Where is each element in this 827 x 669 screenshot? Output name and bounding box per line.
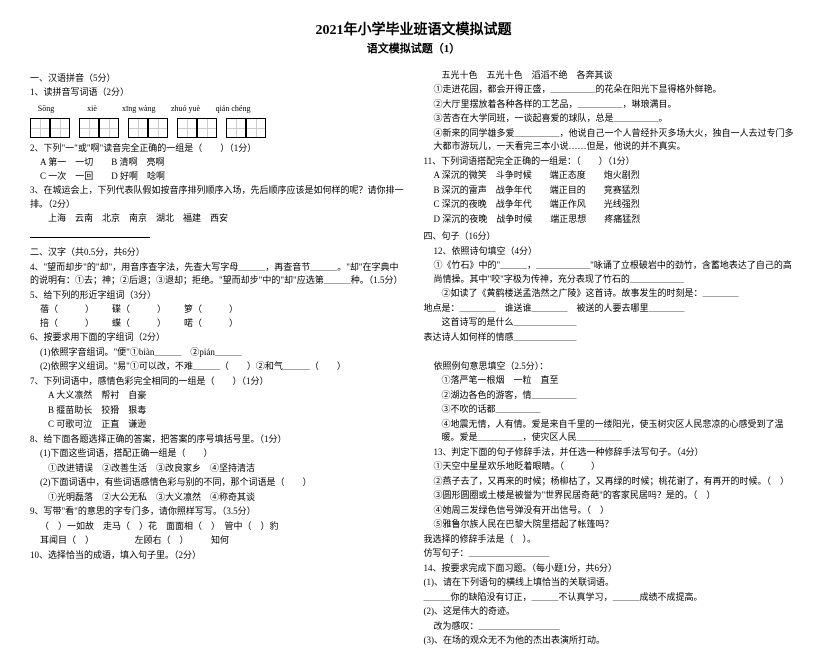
q5b1: 掊（ ）: [40, 317, 94, 331]
q13-5-2: ②燕子去了，又再来的时候；杨柳枯了，又再绿的时候；桃花谢了，有再开的时候。（ ）: [424, 475, 798, 489]
q2a: A 第一 一切: [40, 156, 93, 170]
q5: 5、给下列的形近字组词（3分）: [30, 289, 404, 303]
q11: 11、下列词语搭配完全正确的一组是：（ ）（1分）: [424, 155, 798, 169]
r-l2: ①走进花园，都会开得正盛，＿＿＿＿＿的花朵在阳光下显得格外鲜艳。: [424, 83, 798, 97]
q11b: B 深沉的雷声 战争年代 端正目的 竞赛猛烈: [424, 184, 798, 198]
q2c: C 一次 一回: [40, 170, 93, 184]
q3-blank: [30, 227, 150, 238]
q14: 14、按要求完成下面习题。（每小题1分，共6分）: [424, 562, 798, 576]
section-1-head: 一、汉语拼音（5分）: [30, 72, 404, 86]
q14-1a: ＿＿＿你的缺陷没有订正，＿＿＿不认真学习，＿＿＿成绩不成提高。: [424, 591, 798, 605]
q3-list: 上海 云南 北京 南京 湖北 福建 西安: [30, 212, 404, 226]
q1: 1、读拼音写词语（2分）: [30, 86, 404, 100]
q13-write: 仿写句子：＿＿＿＿＿＿＿＿＿: [424, 547, 798, 561]
q5b3: 喏（ ）: [184, 317, 238, 331]
q7c: C 可歌可泣 正直 谦逊: [30, 418, 404, 432]
q5-row1: 蓓（ ） 碟（ ） 箩（ ）: [30, 303, 404, 317]
q2: 2、下列"一"或"啊"读音完全正确的一组是（ ）（1分）: [30, 142, 404, 156]
q5a2: 碟（ ）: [112, 303, 166, 317]
box-group-5: [226, 118, 265, 138]
q13-5-4: ④她周三发绿色信号弹没有开出信号。（ ）: [424, 504, 798, 518]
r-l5: ④新来的同学雄多爱＿＿＿＿＿，他说自己一个人曾经扑灭多场大火，独自一人去过专门多…: [424, 127, 798, 154]
q12-1: ①《竹石》中的"＿＿＿，＿＿＿＿＿＿"咏诵了立根破岩中的劲竹，含蓄地表达了自己的…: [424, 259, 798, 286]
pinyin-4: zhuó yuè: [170, 103, 202, 115]
q13-pick: 我选择的修辞手法是（ ）。: [424, 533, 798, 547]
q13-4: ④地震无情，人有情。爱是来自千里的一缕阳光，使玉树灾区人民悲凉的心感受到了温暖。…: [424, 418, 798, 445]
r-l4: ③苦杏在大学同班，一谈起喜爱的球队，总是＿＿＿＿＿。: [424, 112, 798, 126]
q14-3: (3)、在场的观众无不为他的杰出表演所打动。: [424, 634, 798, 648]
q13-5: 13、判定下面的句子修辞手法，并任选一种修辞手法写句子。（4分）: [424, 446, 798, 460]
q13-5-3: ③圆形圆圈或土楼是被誉为"世界民居奇葩"的客家民居吗？是的。（ ）: [424, 489, 798, 503]
q4: 4、"望而却步"的"却"，用音序查字法，先查大写字母＿＿＿，再查音节＿＿＿。"却…: [30, 261, 404, 288]
q11c: C 深沉的夜晚 战争年代 端正作风 光线强烈: [424, 198, 798, 212]
q5a3: 箩（ ）: [184, 303, 238, 317]
q12: 12、依照诗句填空（4分）: [424, 245, 798, 259]
blank-line: [424, 345, 798, 359]
q6-1: (1)依照字音组词。"便"①biàn＿＿＿ ②pián＿＿＿: [30, 346, 404, 360]
q14-2a: 改为感叹：＿＿＿＿＿＿＿＿＿: [424, 620, 798, 634]
q13-5-5: ⑤雅鲁尔族人民在巴黎大院里搭起了帐篷吗？: [424, 518, 798, 532]
q11a: A 深沉的微笑 斗争时候 端正态度 炮火剧烈: [424, 169, 798, 183]
q12-2c: 这首诗写的是什么＿＿＿＿＿＿＿: [424, 316, 798, 330]
q8-2: (2)下面词语中，有些词语感情色彩与别的不同，那个词语是（ ）: [30, 476, 404, 490]
q5b2: 蝶（ ）: [112, 317, 166, 331]
q8-1o: ①改进错误 ②改善生活 ③改良家乡 ④坚持清洁: [30, 462, 404, 476]
q12-2b: 地点是：＿＿＿＿ 谁送谁＿＿＿＿ 被送的人要去哪里＿＿＿＿: [424, 302, 798, 316]
box-group-1: [30, 118, 69, 138]
q5a1: 蓓（ ）: [40, 303, 94, 317]
box-group-2: [79, 118, 118, 138]
q13-3: ③不吹的话都＿＿＿＿＿: [424, 403, 798, 417]
left-column: 一、汉语拼音（5分） 1、读拼音写词语（2分） Sōng xiè xīng wà…: [30, 68, 404, 649]
section-4-head: 四、句子（16分）: [424, 230, 798, 244]
q13-2: ②湖边各色的游客，情＿＿＿＿＿: [424, 389, 798, 403]
q3: 3、在城运会上，下列代表队假如按音序排列顺序入场，先后顺序应该是如何样的呢？请你…: [30, 184, 404, 211]
q7a: A 大义凛然 帮衬 自豪: [30, 389, 404, 403]
q13-head: 依照例句意思填空（2.5分）：: [424, 360, 798, 374]
q2b: B 清啊 亮啊: [111, 156, 164, 170]
q2-opts-1: A 第一 一切 B 清啊 亮啊: [30, 156, 404, 170]
q7b: B 揠苗助长 狡猾 狠毒: [30, 404, 404, 418]
q10: 10、选择恰当的成语，填入句子里。（2分）: [30, 549, 404, 563]
box-group-3: [128, 118, 167, 138]
pinyin-row: Sōng xiè xīng wàng zhuó yuè qián chéng: [30, 103, 404, 115]
q9-ex2: 耳闻目（ ） 左顾右（ ） 知何: [30, 534, 404, 548]
title-main: 2021年小学毕业班语文模拟试题: [30, 20, 797, 41]
pinyin-3: xīng wàng: [122, 103, 156, 115]
box-group-4: [177, 118, 216, 138]
q7: 7、下列词语中，感情色彩完全相同的一组是（ ）（1分）: [30, 375, 404, 389]
content-columns: 一、汉语拼音（5分） 1、读拼音写词语（2分） Sōng xiè xīng wà…: [30, 68, 797, 649]
q2-opts-2: C 一次 一回 D 好啊 唸啊: [30, 170, 404, 184]
q12-2: ②如读了《黄鹤楼送孟浩然之广陵》这首诗。故事发生的时刻是：＿＿＿＿: [424, 287, 798, 301]
r-l3: ②大厅里摆放着各种各样的工艺品，＿＿＿＿＿，琳琅满目。: [424, 98, 798, 112]
q13-5-1: ①天空中星星欢乐地眨着眼睛。（ ）: [424, 460, 798, 474]
r-l1: 五光十色 五光十色 滔滔不绝 各奔其谈: [424, 69, 798, 83]
title-sub: 语文模拟试题（1）: [30, 41, 797, 58]
q2d: D 好啊 唸啊: [111, 170, 165, 184]
q9-ex: （ ）一如故 走马（ ）花 面面相（ ） 管中（ ）豹: [30, 520, 404, 534]
q8-2o: ①光明磊落 ②大公无私 ③大义凛然 ④称奇其谈: [30, 491, 404, 505]
q13-1: ①落严笔一根烟 一粒 直至: [424, 374, 798, 388]
q14-1: (1)、请在下列语句的横线上填恰当的关联词语。: [424, 576, 798, 590]
q5-row2: 掊（ ） 蝶（ ） 喏（ ）: [30, 317, 404, 331]
q9: 9、写带"看"的意思的字专门多，请你照样写写。（3.5分）: [30, 505, 404, 519]
pinyin-1: Sōng: [30, 103, 62, 115]
q8: 8、给下面各题选择正确的答案，把答案的序号填括号里。（1分）: [30, 433, 404, 447]
char-box-row: [30, 118, 404, 138]
right-column: 五光十色 五光十色 滔滔不绝 各奔其谈 ①走进花园，都会开得正盛，＿＿＿＿＿的花…: [424, 68, 798, 649]
q11d: D 深沉的夜晚 战争时候 端正思想 疼痛猛烈: [424, 213, 798, 227]
q8-1: (1)下面这些词语，搭配正确一组是（ ）: [30, 447, 404, 461]
section-2-head: 二、汉字（共0.5分，共6分）: [30, 246, 404, 260]
pinyin-5: qián chéng: [216, 103, 251, 115]
q6: 6、按要求用下面的字组词（2分）: [30, 331, 404, 345]
q6-2: (2)依照字义组词。"易"①可以改，不难＿＿＿（ ）②和气＿＿＿（ ）: [30, 360, 404, 374]
pinyin-2: xiè: [76, 103, 108, 115]
q12-3: 表达诗人如何样的情感＿＿＿＿＿＿＿: [424, 331, 798, 345]
q14-2: (2)、这是伟大的奇迹。: [424, 605, 798, 619]
